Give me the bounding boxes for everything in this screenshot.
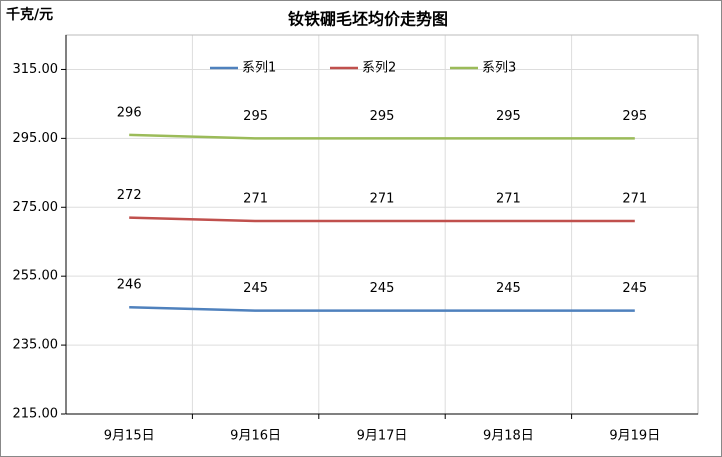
x-tick-label: 9月17日 [357, 429, 408, 444]
x-tick-label: 9月18日 [483, 429, 534, 444]
x-tick-label: 9月16日 [230, 429, 281, 444]
data-label: 245 [243, 281, 268, 296]
data-label: 295 [370, 109, 395, 124]
y-tick-label: 315.00 [13, 62, 59, 77]
series-line [129, 216, 635, 223]
data-label: 245 [622, 281, 647, 296]
data-label: 271 [243, 192, 268, 207]
data-label: 271 [622, 192, 647, 207]
data-label: 271 [370, 192, 395, 207]
data-label: 245 [496, 281, 521, 296]
chart-title: 钕铁硼毛坯均价走势图 [288, 10, 448, 29]
y-tick-label: 215.00 [13, 407, 59, 422]
y-tick-label: 275.00 [13, 200, 59, 215]
series-line [129, 133, 635, 140]
x-tick-label: 9月19日 [609, 429, 660, 444]
y-tick-label: 295.00 [13, 131, 59, 146]
data-label: 295 [496, 109, 521, 124]
legend-label: 系列3 [482, 61, 516, 76]
legend-label: 系列2 [362, 61, 396, 76]
x-tick-label: 9月15日 [104, 429, 155, 444]
y-tick-label: 255.00 [13, 269, 59, 284]
data-label: 246 [117, 278, 142, 293]
legend-label: 系列1 [242, 61, 276, 76]
data-label: 271 [496, 192, 521, 207]
data-label: 272 [117, 188, 142, 203]
data-label: 295 [622, 109, 647, 124]
y-axis-label: 千克/元 [6, 6, 53, 23]
data-label: 296 [117, 105, 142, 120]
series-line [129, 305, 635, 312]
y-tick-label: 235.00 [13, 338, 59, 353]
data-label: 245 [370, 281, 395, 296]
data-label: 295 [243, 109, 268, 124]
